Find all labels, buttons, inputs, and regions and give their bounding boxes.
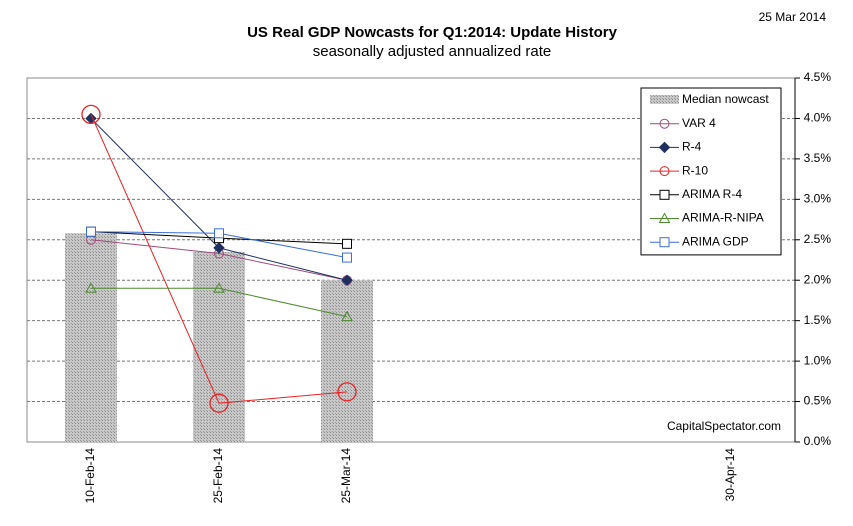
bar [193, 251, 245, 442]
series-line [90, 114, 348, 404]
bar [65, 233, 117, 442]
x-tick-label: 25-Feb-14 [211, 448, 225, 504]
marker [214, 228, 224, 239]
x-tick-label: 25-Mar-14 [339, 448, 353, 504]
marker [658, 212, 671, 223]
legend-label: ARIMA R-4 [682, 187, 742, 201]
marker [209, 393, 229, 413]
marker [85, 282, 97, 293]
legend-label: Median nowcast [682, 92, 769, 106]
chart-subtitle: seasonally adjusted annualized rate [313, 43, 552, 60]
date-note: 25 Mar 2014 [759, 10, 827, 24]
y-tick-label: 4.5% [804, 70, 832, 84]
legend-label: ARIMA GDP [682, 234, 749, 248]
x-tick-label: 30-Apr-14 [723, 448, 737, 502]
y-tick-label: 1.5% [804, 313, 832, 327]
legend-label: R-4 [682, 140, 702, 154]
marker [342, 238, 352, 249]
legend-swatch [650, 95, 679, 104]
marker [659, 166, 670, 177]
marker [658, 141, 671, 154]
marker [86, 226, 96, 237]
marker [213, 282, 225, 293]
y-tick-label: 4.0% [804, 111, 832, 125]
chart-title: US Real GDP Nowcasts for Q1:2014: Update… [247, 24, 617, 41]
y-tick-label: 0.0% [804, 434, 832, 448]
y-tick-label: 3.5% [804, 151, 832, 165]
marker [337, 382, 357, 402]
legend: Median nowcast VAR 4 R-4 R-10 ARIMA R-4 ARIMA… [640, 87, 782, 256]
source-note: CapitalSpectator.com [667, 419, 781, 433]
marker [659, 237, 670, 248]
y-tick-label: 2.0% [804, 272, 832, 286]
x-tick-label: 10-Feb-14 [83, 448, 97, 504]
y-tick-label: 2.5% [804, 232, 832, 246]
marker [341, 310, 353, 322]
marker [81, 104, 101, 125]
marker [213, 242, 225, 254]
y-tick-label: 3.0% [804, 192, 832, 206]
legend-label: VAR 4 [682, 116, 716, 130]
y-tick-label: 0.5% [804, 394, 832, 408]
y-tick-label: 1.0% [804, 353, 832, 367]
marker [659, 189, 670, 200]
series-line [91, 287, 348, 318]
bar [321, 280, 373, 442]
marker [342, 252, 352, 263]
marker [659, 118, 670, 129]
marker [341, 274, 353, 286]
legend-label: ARIMA-R-NIPA [682, 211, 764, 225]
legend-label: R-10 [682, 163, 708, 177]
